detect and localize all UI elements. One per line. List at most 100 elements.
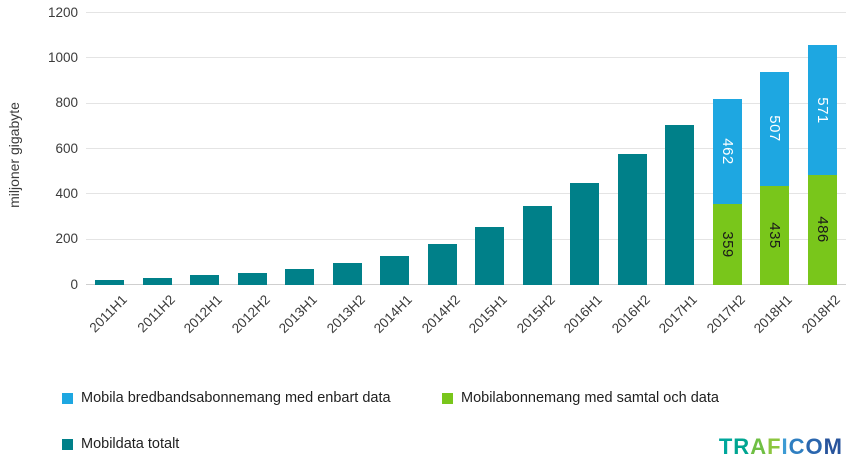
x-tick-label: 2017H2 <box>703 292 748 337</box>
bar-slot-2011H1 <box>86 280 134 285</box>
bar-segment-2011H1 <box>95 280 125 285</box>
y-tick-label: 800 <box>55 95 78 111</box>
legend-label: Mobilabonnemang med samtal och data <box>461 390 719 406</box>
x-axis-line <box>86 284 846 285</box>
bar-2012H2 <box>237 273 267 285</box>
bar-2017H1 <box>665 124 695 285</box>
x-tick-label: 2011H1 <box>87 292 131 336</box>
bar-2012H1 <box>190 275 220 285</box>
bar-segment-2017H1 <box>665 124 695 285</box>
traficom-logo: TRAFICOM <box>719 434 843 460</box>
bar-slot-2015H1 <box>466 226 514 285</box>
bar-2015H1 <box>475 226 505 285</box>
bar-segment-2012H2 <box>237 273 267 285</box>
x-tick-label: 2014H2 <box>418 292 463 337</box>
legend-swatch-green <box>442 392 453 404</box>
bar-2011H2 <box>142 277 172 285</box>
traficom-logo-letter: R <box>733 434 751 459</box>
bar-slot-2013H1 <box>276 268 324 285</box>
bar-value-label: 507 <box>766 115 784 143</box>
gridline <box>86 102 846 104</box>
y-axis-tick-labels: 0 200 400 600 800 1000 1200 <box>28 5 78 290</box>
x-tick-label: 2016H1 <box>561 292 606 337</box>
bar-segment-2015H2 <box>522 206 552 285</box>
bar-slot-2012H2 <box>229 273 277 285</box>
bar-slot-2017H1 <box>656 124 704 285</box>
bar-segment-2018H1: 507 <box>760 71 790 187</box>
bar-segment-2014H2 <box>427 244 457 285</box>
bar-slot-2018H1: 435 507 <box>751 71 799 285</box>
gridline <box>86 57 846 59</box>
traficom-logo-letter: I <box>781 434 789 459</box>
bar-slot-2017H2: 359 462 <box>704 98 752 285</box>
bar-series: 359 462 435 507 486 571 <box>86 13 846 285</box>
bar-slot-2014H2 <box>419 244 467 285</box>
bar-value-label: 571 <box>813 96 831 124</box>
bar-segment-2013H1 <box>285 268 315 285</box>
x-tick-label: 2014H1 <box>371 292 416 337</box>
bar-segment-2018H2: 571 <box>807 45 837 175</box>
gridline <box>86 148 846 149</box>
x-tick-label: 2013H2 <box>323 292 368 337</box>
x-tick-label: 2018H2 <box>798 292 843 337</box>
traficom-logo-letter: A <box>750 434 768 459</box>
legend-item-mobile-data-total: Mobildata totalt <box>62 436 179 452</box>
bar-segment-2018H2: 486 <box>807 174 837 285</box>
bar-segment-2017H2: 359 <box>712 203 742 285</box>
bar-segment-2015H1 <box>475 226 505 285</box>
bar-slot-2013H2 <box>324 263 372 285</box>
bar-2016H1 <box>570 183 600 285</box>
bar-segment-2012H1 <box>190 275 220 285</box>
bar-2016H2 <box>617 154 647 285</box>
traficom-logo-letter: F <box>767 434 782 459</box>
bar-segment-2016H2 <box>617 154 647 285</box>
x-tick-label: 2013H1 <box>276 292 321 337</box>
legend-swatch-teal <box>62 438 73 450</box>
y-tick-label: 1000 <box>47 49 78 65</box>
bar-slot-2015H2 <box>514 206 562 285</box>
bar-segment-2011H2 <box>142 277 172 285</box>
x-tick-label: 2012H2 <box>228 292 273 337</box>
bar-value-label: 359 <box>718 231 736 258</box>
x-tick-label: 2016H2 <box>608 292 653 337</box>
bar-segment-2018H1: 435 <box>760 186 790 285</box>
traficom-logo-letter: M <box>823 434 843 459</box>
traficom-logo-letter: T <box>718 434 734 459</box>
bar-2014H1 <box>380 256 410 285</box>
gridline <box>86 12 846 13</box>
legend-swatch-blue <box>62 392 73 404</box>
bar-2013H1 <box>285 268 315 285</box>
bar-slot-2014H1 <box>371 256 419 285</box>
y-tick-label: 400 <box>55 185 78 201</box>
bar-slot-2016H2 <box>609 154 657 285</box>
y-axis-title: miljoner gigabyte <box>6 102 22 208</box>
bar-2014H2 <box>427 244 457 285</box>
bar-2018H2: 486 571 <box>807 45 837 285</box>
legend-item-mobile-broadband-data-only: Mobila bredbandsabonnemang med enbart da… <box>62 390 391 406</box>
y-tick-label: 0 <box>70 276 78 292</box>
bar-2013H2 <box>332 263 362 285</box>
bar-slot-2018H2: 486 571 <box>799 45 847 285</box>
gridline <box>86 193 846 195</box>
bar-segment-2014H1 <box>380 256 410 285</box>
bar-2015H2 <box>522 206 552 285</box>
bar-value-label: 486 <box>813 216 831 244</box>
legend-item-subscriptions-calls-and-data: Mobilabonnemang med samtal och data <box>442 390 719 406</box>
y-tick-label: 600 <box>55 140 78 156</box>
legend-label: Mobildata totalt <box>81 436 180 452</box>
bar-2018H1: 435 507 <box>760 71 790 285</box>
bar-value-label: 435 <box>766 222 784 249</box>
bar-slot-2016H1 <box>561 183 609 285</box>
bar-2017H2: 359 462 <box>712 98 742 285</box>
bar-slot-2012H1 <box>181 275 229 285</box>
x-tick-label: 2012H1 <box>181 292 226 337</box>
bar-slot-2011H2 <box>134 277 182 285</box>
gridline <box>86 238 846 240</box>
x-tick-label: 2017H1 <box>656 292 701 337</box>
traficom-logo-letter: C <box>788 434 806 459</box>
bar-2011H1 <box>95 280 125 285</box>
y-tick-label: 1200 <box>47 4 78 20</box>
y-tick-label: 200 <box>55 231 78 247</box>
x-tick-label: 2011H2 <box>134 292 178 336</box>
